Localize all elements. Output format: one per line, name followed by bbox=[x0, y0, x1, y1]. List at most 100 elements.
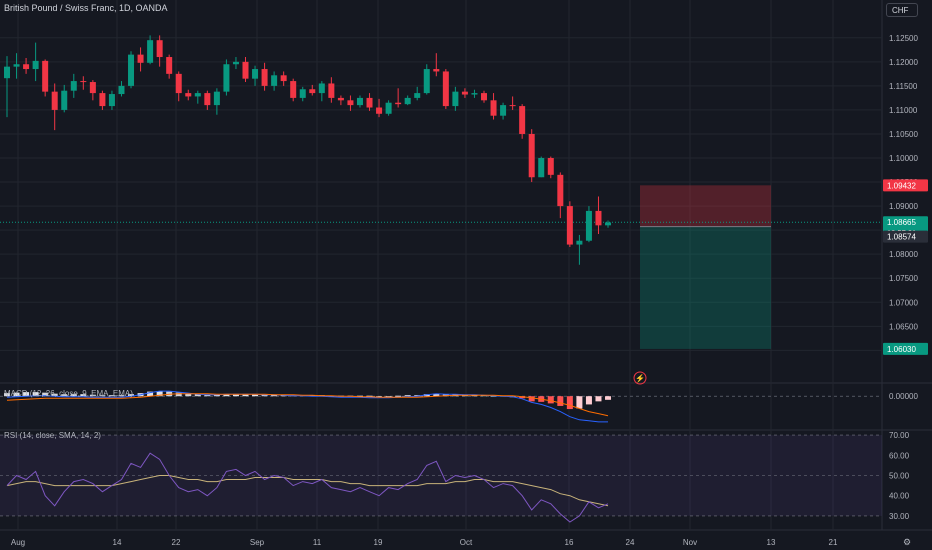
candle-body bbox=[118, 85, 125, 95]
candle-body bbox=[261, 69, 268, 86]
macd-histogram-bar bbox=[595, 396, 602, 402]
target-price-label: 1.06030 bbox=[887, 345, 916, 354]
candle bbox=[261, 62, 268, 91]
candle-body bbox=[223, 64, 230, 92]
candle bbox=[490, 93, 497, 120]
candle-body bbox=[404, 97, 411, 105]
macd-histogram-bar bbox=[80, 394, 87, 397]
candle bbox=[318, 81, 325, 102]
candle-body bbox=[423, 69, 430, 94]
macd-histogram-bar bbox=[395, 395, 402, 397]
candle-body bbox=[538, 158, 545, 178]
candle-body bbox=[490, 100, 497, 116]
candle-body bbox=[337, 97, 344, 101]
candle bbox=[51, 83, 58, 131]
candle bbox=[309, 84, 316, 96]
candle bbox=[366, 93, 373, 111]
candle bbox=[4, 56, 10, 118]
event-marker-icon bbox=[633, 371, 647, 385]
candle-body bbox=[299, 89, 306, 98]
candle-body bbox=[242, 61, 249, 79]
candle-body bbox=[442, 71, 449, 107]
signal-line bbox=[6, 393, 609, 417]
macd-histogram-bar bbox=[4, 393, 10, 397]
macd-histogram-bar bbox=[271, 394, 278, 397]
candle-body bbox=[557, 174, 564, 207]
time-tick-label: 16 bbox=[565, 538, 574, 547]
candle bbox=[328, 77, 335, 103]
candle bbox=[347, 95, 354, 111]
macd-histogram-bar bbox=[547, 396, 554, 404]
time-tick-label: Nov bbox=[683, 538, 697, 547]
candle bbox=[128, 51, 135, 89]
candle-body bbox=[585, 210, 592, 241]
candle bbox=[99, 90, 106, 110]
macd-histogram-bar bbox=[585, 396, 592, 405]
candle-body bbox=[156, 40, 163, 58]
macd-histogram-bar bbox=[128, 394, 135, 397]
candle-body bbox=[347, 100, 354, 106]
candle bbox=[271, 71, 278, 91]
macd-histogram-bar bbox=[108, 395, 115, 397]
candle-body bbox=[128, 54, 135, 86]
candle-body bbox=[232, 61, 239, 65]
price-tick-label: 1.07000 bbox=[889, 298, 918, 307]
candle bbox=[566, 201, 573, 247]
macd-histogram-bar bbox=[118, 395, 125, 397]
symbol-title[interactable]: British Pound / Swiss Franc, 1D, OANDA bbox=[4, 3, 168, 13]
rsi-pane: 70.00 60.00 50.00 40.00 30.00 bbox=[0, 431, 910, 523]
candle bbox=[175, 71, 182, 102]
candle-body bbox=[166, 57, 173, 74]
macd-legend[interactable]: MACD (12, 26, close, 9, EMA, EMA) bbox=[4, 389, 133, 398]
candle-body bbox=[328, 83, 335, 98]
candle bbox=[356, 95, 363, 108]
candlestick-series bbox=[4, 35, 612, 265]
candle-body bbox=[318, 83, 325, 94]
price-axis: 1.12500 1.12000 1.11500 1.11000 1.10500 1.100… bbox=[883, 34, 928, 355]
candle bbox=[337, 95, 344, 106]
candle bbox=[299, 86, 306, 102]
macd-histogram-bar bbox=[89, 394, 96, 397]
rsi-tick-label: 40.00 bbox=[889, 492, 910, 501]
candle-body bbox=[452, 91, 459, 107]
time-tick-label: Oct bbox=[460, 538, 473, 547]
candle-body bbox=[89, 82, 96, 94]
macd-histogram-bar bbox=[605, 396, 612, 400]
candle bbox=[108, 90, 115, 110]
candle-body bbox=[309, 89, 316, 94]
candle bbox=[395, 88, 402, 108]
time-tick-label: Aug bbox=[11, 538, 25, 547]
candle bbox=[385, 100, 392, 116]
macd-histogram-bar bbox=[175, 392, 182, 397]
candle bbox=[481, 90, 487, 103]
candle-body bbox=[213, 91, 220, 106]
macd-histogram-bar bbox=[242, 394, 249, 397]
candle-body bbox=[99, 93, 106, 107]
candle bbox=[414, 86, 421, 101]
candle bbox=[185, 89, 192, 101]
candle bbox=[194, 90, 201, 104]
rsi-legend[interactable]: RSI (14, close, SMA, 14, 2) bbox=[4, 431, 101, 440]
currency-button[interactable]: CHF bbox=[886, 3, 918, 17]
candle-body bbox=[471, 93, 478, 95]
candle bbox=[137, 47, 144, 72]
candle-body bbox=[433, 69, 440, 72]
candle bbox=[471, 89, 478, 98]
candle bbox=[61, 84, 68, 113]
candle-body bbox=[414, 93, 421, 98]
macd-histogram-bar bbox=[557, 396, 564, 406]
macd-histogram-bar bbox=[528, 396, 535, 402]
time-axis: Aug 14 22 Sep 11 19 Oct 16 24 Nov 13 21 ⚙ bbox=[11, 537, 911, 547]
candle bbox=[500, 102, 507, 120]
candle bbox=[280, 71, 287, 86]
macd-histogram-bar bbox=[51, 393, 58, 397]
macd-histogram-bar bbox=[566, 396, 573, 410]
candle-body bbox=[175, 73, 182, 94]
candle bbox=[242, 57, 249, 83]
rsi-ma-line bbox=[6, 475, 609, 507]
candle bbox=[147, 35, 154, 65]
candle-body bbox=[528, 133, 535, 178]
macd-tick-label: 0.00000 bbox=[889, 392, 918, 401]
time-tick-label: 11 bbox=[313, 538, 322, 547]
